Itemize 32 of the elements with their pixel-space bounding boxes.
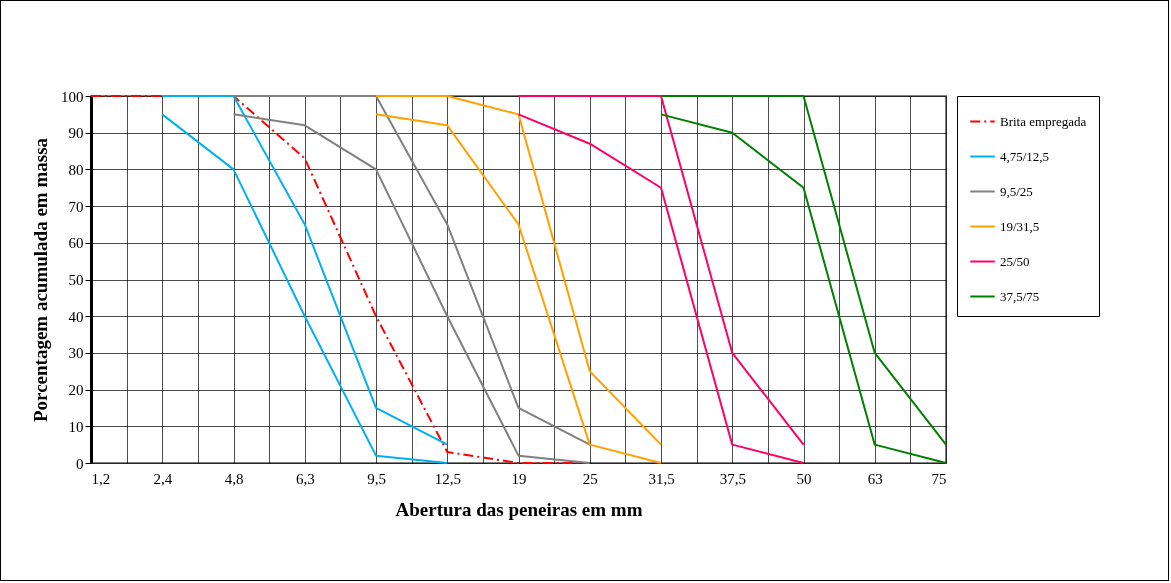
x-tick-label: 31,5 — [648, 470, 675, 487]
x-tick-label: 2,4 — [153, 470, 173, 487]
y-tick-label: 100 — [61, 88, 84, 105]
legend-label: 37,5/75 — [1000, 288, 1040, 304]
legend-label: 4,75/12,5 — [1000, 148, 1050, 164]
legend-label: 9,5/25 — [1000, 183, 1033, 199]
y-tick-label: 60 — [68, 235, 84, 252]
legend-label: Brita empregada — [1000, 113, 1087, 129]
y-axis-title: Porcentagem acumulada em massa — [30, 137, 51, 423]
x-tick-label: 25 — [582, 470, 598, 487]
y-tick-label: 20 — [68, 382, 84, 399]
y-tick-label: 70 — [68, 198, 84, 215]
y-tick-label: 80 — [68, 161, 84, 178]
y-tick-label: 40 — [68, 308, 84, 325]
x-tick-label: 1,2 — [91, 470, 111, 487]
x-tick-label: 6,3 — [295, 470, 315, 487]
legend-label: 19/31,5 — [1000, 218, 1040, 234]
x-tick-label: 75 — [931, 470, 947, 487]
x-tick-label: 9,5 — [367, 470, 386, 487]
x-tick-label: 19 — [511, 470, 527, 487]
x-tick-label: 63 — [867, 470, 883, 487]
x-tick-label: 12,5 — [434, 470, 461, 487]
x-tick-label: 37,5 — [719, 470, 746, 487]
y-tick-label: 30 — [68, 345, 84, 362]
y-tick-label: 90 — [68, 125, 84, 142]
y-tick-label: 50 — [68, 272, 84, 288]
y-tick-label: 10 — [68, 418, 84, 435]
x-axis-title: Abertura das peneiras em mm — [395, 498, 643, 520]
x-tick-label: 50 — [796, 470, 812, 487]
x-tick-label: 4,8 — [224, 470, 244, 487]
legend-label: 25/50 — [1000, 253, 1030, 269]
y-tick-label: 0 — [76, 455, 84, 472]
